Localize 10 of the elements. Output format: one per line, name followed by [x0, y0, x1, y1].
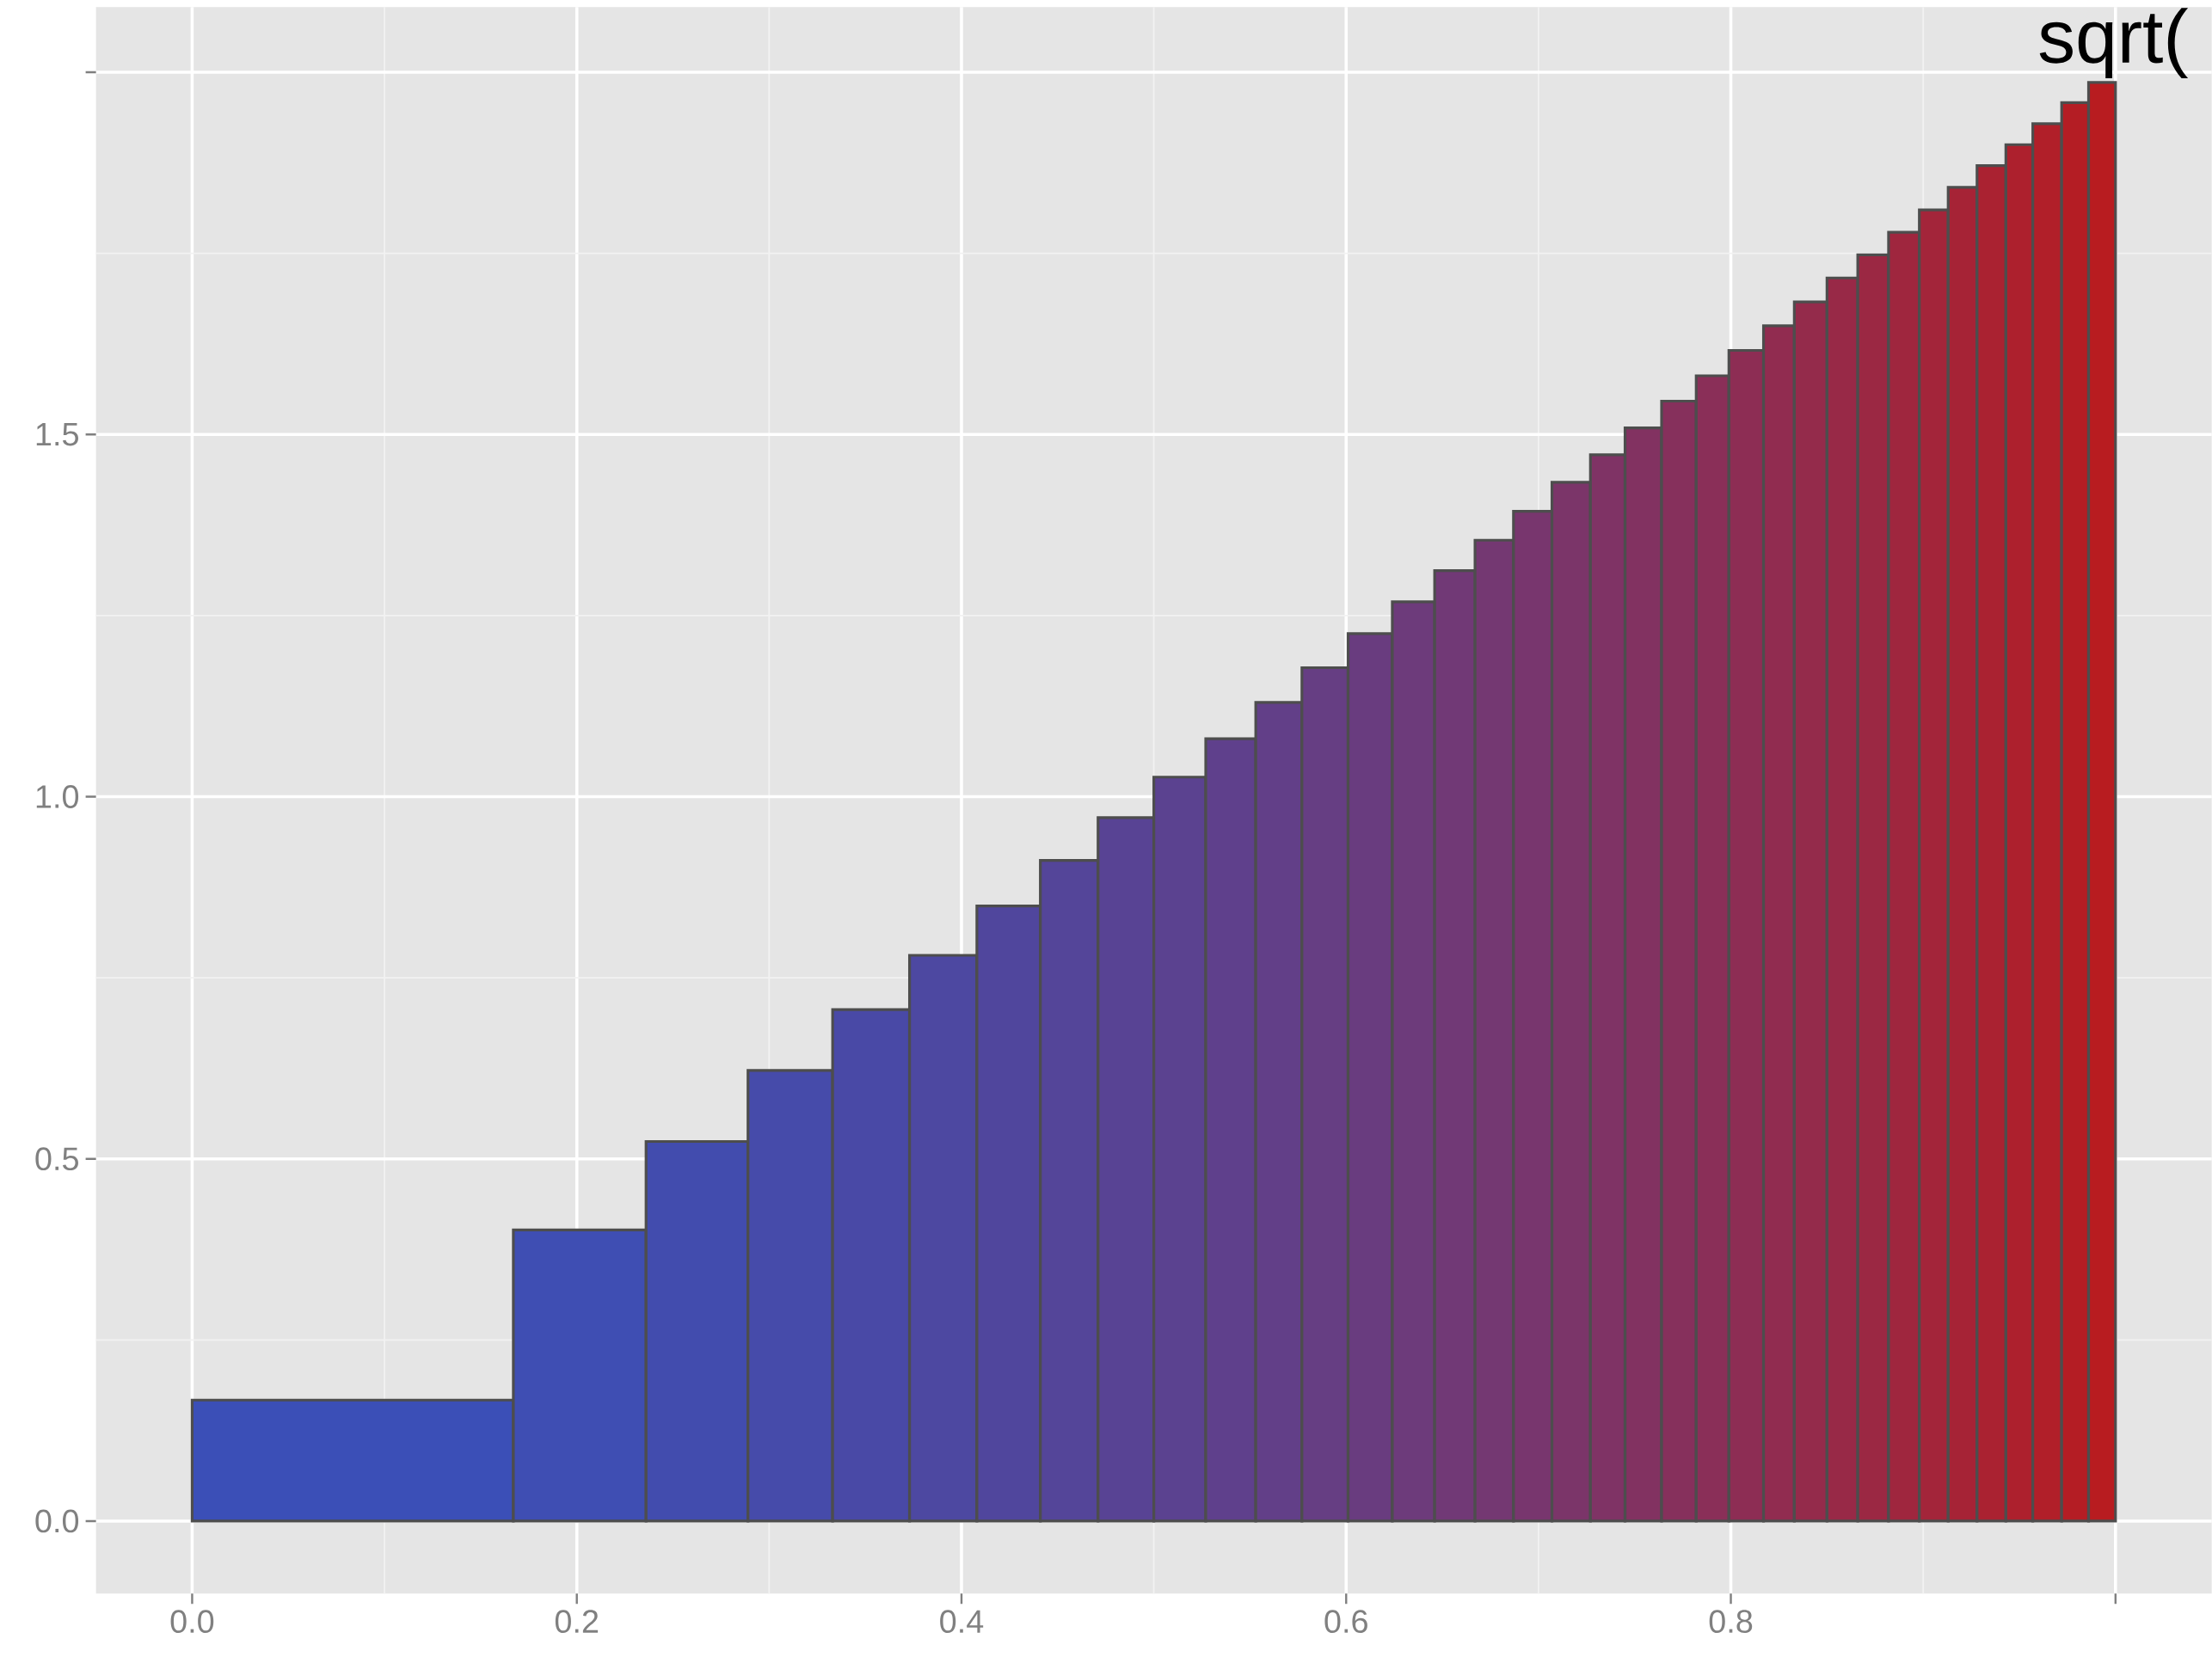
x-tick-label: 0.0 — [170, 1610, 214, 1634]
x-tick-label: 0.6 — [1324, 1610, 1367, 1634]
y-tick-label: 1.0 — [36, 785, 79, 808]
x-tick-label: 0.4 — [940, 1610, 984, 1634]
chart-title: sqrt( — [2039, 8, 2189, 78]
y-tick-label: 0.5 — [35, 1147, 78, 1171]
y-tick-label: 0.0 — [35, 1509, 79, 1533]
x-tick-label: 0.2 — [555, 1610, 599, 1634]
x-tick-label: 0.8 — [1709, 1610, 1753, 1634]
y-tick-label: 1.5 — [36, 423, 78, 446]
